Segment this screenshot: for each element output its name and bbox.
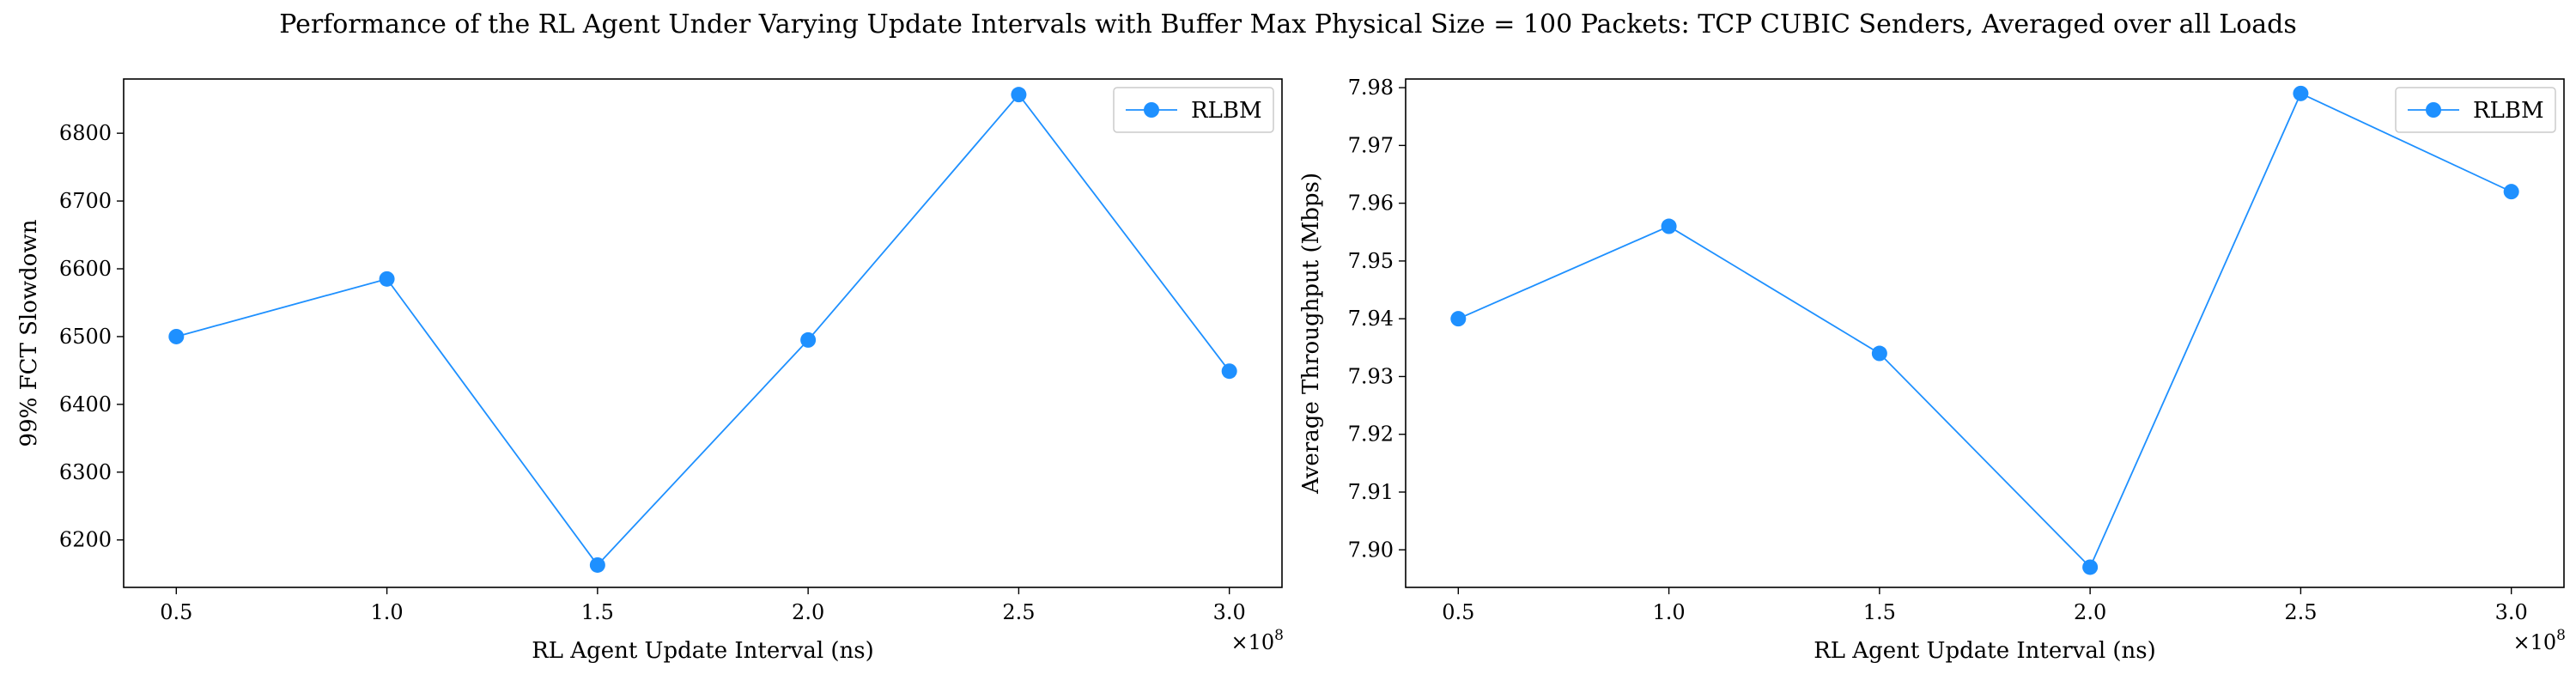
data-point-rlbm: [1221, 363, 1237, 380]
y-tick-label: 7.98: [1348, 76, 1394, 100]
x-axis-scale-exponent: 8: [2556, 627, 2566, 644]
y-axis-label-fct-slowdown: 99% FCT Slowdown: [16, 219, 42, 447]
x-tick-label: 3.0: [1213, 600, 1246, 624]
x-axis-label-fct-slowdown: RL Agent Update Interval (ns): [532, 638, 874, 664]
x-tick-label: 1.0: [1653, 600, 1686, 624]
y-tick-label: 7.90: [1348, 538, 1394, 562]
figure-title: Performance of the RL Agent Under Varyin…: [279, 9, 2297, 40]
x-tick-label: 1.5: [581, 600, 614, 624]
x-tick-label: 0.5: [1442, 600, 1474, 624]
legend-frame: [2395, 87, 2556, 133]
plot-area-average-throughput: 0.5 1.0 1.5 2.0 2.5 3.0 7.90 7.91 7.92 7.93 7.94 7.…: [1348, 76, 2565, 624]
data-point-rlbm: [168, 328, 185, 344]
x-tick-label: 1.0: [371, 600, 404, 624]
data-point-rlbm: [589, 556, 605, 573]
data-point-rlbm: [2293, 85, 2309, 101]
data-point-rlbm: [1871, 345, 1887, 362]
data-point-rlbm: [379, 271, 395, 287]
data-point-rlbm: [1450, 311, 1467, 327]
y-tick-label: 6300: [59, 460, 112, 484]
data-point-rlbm: [2503, 184, 2519, 200]
y-axis-label-average-throughput: Average Throughput (Mbps): [1298, 173, 1324, 495]
x-tick-label: 0.5: [160, 600, 192, 624]
y-tick-label: 7.97: [1348, 133, 1394, 157]
legend-series-marker: [2426, 102, 2441, 118]
chart-panel-fct-slowdown: 0.5 1.0 1.5 2.0 2.5 3.0 6200 6300 6400 6500 6600 67…: [16, 78, 1284, 664]
y-tick-label: 6400: [59, 392, 112, 416]
series-line-rlbm: [176, 93, 1230, 567]
x-tick-label: 2.0: [2074, 600, 2106, 624]
chart-panel-average-throughput: 0.5 1.0 1.5 2.0 2.5 3.0 7.90 7.91 7.92 7.93 7.94 7.…: [1298, 76, 2566, 664]
x-axis-scale-factor-fct-slowdown: ×108: [1231, 627, 1284, 654]
y-tick-label: 7.93: [1348, 364, 1394, 388]
data-point-rlbm: [800, 331, 817, 348]
x-tick-label: 2.0: [792, 600, 824, 624]
y-tick-label: 6500: [59, 325, 112, 349]
plot-frame: [123, 78, 1283, 588]
legend-frame: [1113, 87, 1274, 133]
legend-series-marker: [1144, 102, 1159, 118]
plot-area-fct-slowdown: 0.5 1.0 1.5 2.0 2.5 3.0 6200 6300 6400 6500 6600 67…: [59, 78, 1283, 624]
x-tick-label: 2.5: [1002, 600, 1035, 624]
x-axis-scale-base: ×10: [2513, 630, 2557, 654]
y-tick-label: 6800: [59, 121, 112, 145]
x-axis-scale-factor-average-throughput: ×108: [2513, 627, 2566, 654]
x-tick-label: 1.5: [1863, 600, 1896, 624]
data-point-rlbm: [1661, 218, 1677, 234]
data-point-rlbm: [2082, 559, 2099, 575]
y-tick-label: 6600: [59, 257, 112, 281]
legend-average-throughput: RLBM: [2395, 87, 2556, 133]
plot-frame: [1405, 78, 2565, 588]
y-tick-label: 7.96: [1348, 192, 1394, 216]
y-tick-label: 7.94: [1348, 307, 1394, 331]
x-axis-scale-exponent: 8: [1274, 627, 1284, 644]
x-axis-label-average-throughput: RL Agent Update Interval (ns): [1814, 638, 2156, 664]
series-line-rlbm: [1457, 92, 2512, 569]
y-tick-label: 6700: [59, 189, 112, 213]
data-point-rlbm: [1011, 87, 1027, 103]
legend-series-label: RLBM: [2473, 98, 2544, 124]
x-tick-label: 3.0: [2495, 600, 2528, 624]
y-tick-label: 7.95: [1348, 249, 1394, 273]
y-tick-label: 6200: [59, 528, 112, 552]
x-tick-label: 2.5: [2284, 600, 2317, 624]
legend-series-label: RLBM: [1191, 98, 1262, 124]
y-tick-label: 7.92: [1348, 423, 1394, 447]
x-axis-scale-base: ×10: [1231, 630, 1275, 654]
legend-fct-slowdown: RLBM: [1113, 87, 1274, 133]
y-tick-label: 7.91: [1348, 480, 1394, 504]
